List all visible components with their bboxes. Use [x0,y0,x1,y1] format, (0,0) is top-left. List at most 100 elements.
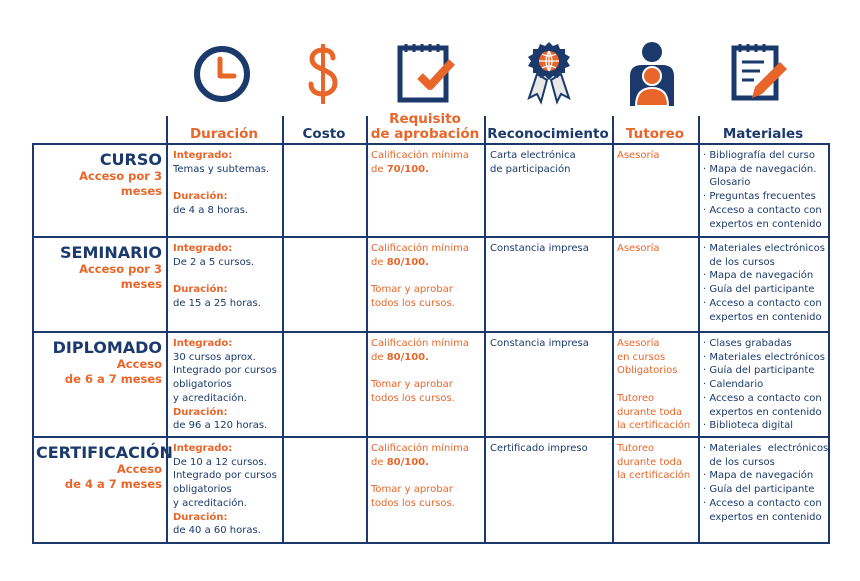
header-duracion: Duración [189,126,259,142]
requisito-cell: Calificación mínima de 80/100. Tomar y ap… [371,242,469,311]
checklist-icon [397,44,455,103]
row-title: SEMINARIO [60,243,162,262]
duracion-text: 30 cursos aprox. [173,351,256,363]
row-access-period: Acceso [116,462,162,476]
materiales-item: · Mapa de navegación [703,470,814,482]
requisito-text: todos los cursos. [371,392,455,404]
requisito-text: todos los cursos. [371,297,455,309]
duracion-label: Integrado: [173,150,233,161]
reconocimiento-cell: Carta electrónica de participación [490,149,576,176]
materiales-item: · Materiales electrónicos [703,351,825,363]
materiales-item: de los cursos [703,256,775,268]
materiales-item: expertos en contenido [703,511,822,523]
requisito-score: 70/100. [386,163,429,175]
duracion-text: Temas y subtemas. [173,163,270,175]
tutoreo-cell: Asesoría [617,242,660,256]
reconocimiento-cell: Certificado impreso [490,442,588,456]
materiales-cell: · Bibliografía del curso · Mapa de navega… [703,149,822,231]
row-access-period: Acceso por 3 meses [79,169,162,198]
row-title-block: CERTIFICACIÓN Acceso de 4 a 7 meses [36,443,173,492]
row-access-period: de 4 a 7 meses [64,477,162,491]
materiales-item: · Acceso a contacto con [703,204,822,216]
clock-icon [194,46,250,102]
row-divider [32,331,830,333]
requisito-cell: Calificación mínima de 70/100. [371,149,469,176]
duracion-text: De 2 a 5 cursos. [173,256,255,268]
requisito-text [371,469,469,483]
requisito-text: Tomar y aprobar [371,379,453,391]
materiales-item: expertos en contenido [703,406,822,418]
tutor-person-icon [630,42,674,106]
reconocimiento-cell: Constancia impresa [490,337,589,351]
tutoreo-text: Asesoría [617,243,660,254]
materiales-item: · Materiales electrónicos [703,443,829,454]
row-access-period: Acceso por 3 meses [79,262,162,291]
requisito-cell: Calificación mínima de 80/100. Tomar y ap… [371,442,469,511]
materiales-cell: · Materiales electrónicos de los cursos ·… [703,442,828,524]
tutoreo-text: en cursos [617,351,666,363]
requisito-text: de 70/100. [371,163,469,177]
duracion-label: Duración: [173,511,228,523]
row-title-block: SEMINARIO Acceso por 3 meses [36,243,162,292]
reconocimiento-text: Carta electrónica [490,150,576,161]
materiales-item: · Acceso a contacto con [703,297,822,309]
requisito-score: 80/100. [386,351,429,363]
column-divider [282,116,284,544]
materiales-item: · Clases grabadas [703,338,792,349]
requisito-text: Calificación mínima [371,150,470,161]
tutoreo-cell: Asesoría [617,149,660,163]
tutoreo-text: Tutoreo [617,443,655,454]
tutoreo-text: Asesoría [617,338,660,349]
dollar-icon [308,44,338,104]
duracion-text: Integrado por cursos [173,470,277,482]
requisito-text [371,364,469,378]
tutoreo-cell: Tutoreo durante toda la certificación [617,442,690,483]
materiales-item: · Calendario [703,379,764,391]
duracion-cell: Integrado: De 2 a 5 cursos. Duración: de 1… [173,242,261,311]
row-divider [32,436,830,438]
duracion-label: Duración: [173,406,228,418]
header-underline [32,143,830,145]
column-divider [484,116,486,544]
duracion-text: y acreditación. [173,392,247,404]
requisito-text: de 80/100. [371,351,469,365]
duracion-text: de 4 a 8 horas. [173,204,249,216]
tutoreo-text: Asesoría [617,150,660,161]
materiales-item: · Acceso a contacto con [703,392,822,404]
column-divider [612,116,614,544]
requisito-text: Calificación mínima [371,338,470,349]
duracion-label: Integrado: [173,243,233,254]
requisito-text: Calificación mínima [371,443,470,454]
requisito-text [371,269,469,283]
duracion-cell: Integrado: Temas y subtemas. Duración: de … [173,149,269,218]
header-requisito: Requisito de aprobación [370,111,480,142]
row-divider [32,236,830,238]
materiales-item: · Biblioteca digital [703,420,793,432]
reconocimiento-text: Constancia impresa [490,243,589,254]
row-divider [32,542,830,544]
duracion-text: de 15 a 25 horas. [173,297,261,309]
reconocimiento-text: Constancia impresa [490,338,589,349]
reconocimiento-text: Certificado impreso [490,443,588,454]
duracion-text [173,269,261,283]
materiales-item: · Mapa de navegación [703,270,814,282]
requisito-text: de 80/100. [371,456,469,470]
row-title: CERTIFICACIÓN [36,443,173,462]
tutoreo-text: Tutoreo [617,392,655,404]
tutoreo-text: durante toda [617,406,683,418]
reconocimiento-text: de participación [490,163,571,175]
row-title: CURSO [99,150,162,169]
requisito-text: Tomar y aprobar [371,484,453,496]
duracion-label: Integrado: [173,443,233,454]
requisito-score: 80/100. [386,256,429,268]
tutoreo-cell: Asesoría en cursos Obligatorios Tutoreo dur… [617,337,690,433]
requisito-text: Calificación mínima [371,243,470,254]
row-access-period: Acceso [116,357,162,371]
materiales-item: Glosario [703,177,751,189]
duracion-text: obligatorios [173,484,232,496]
requisito-text: todos los cursos. [371,497,455,509]
requisito-prefix: de [371,456,387,468]
table-border-right [828,143,830,544]
row-title: DIPLOMADO [52,338,162,357]
header-tutoreo: Tutoreo [625,126,685,142]
